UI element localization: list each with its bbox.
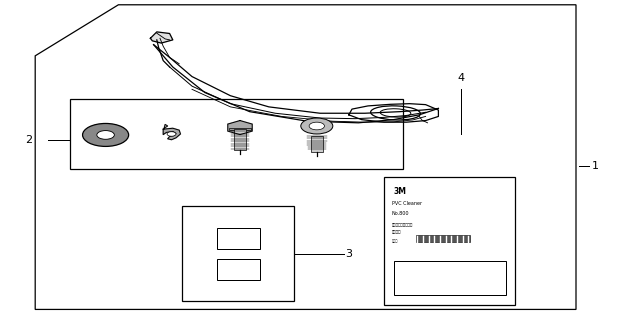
Polygon shape	[163, 128, 180, 140]
Circle shape	[167, 132, 176, 136]
Text: ください: ください	[392, 231, 401, 235]
Polygon shape	[150, 32, 173, 43]
Bar	[217, 259, 260, 280]
Text: 使用前によく振って: 使用前によく振って	[392, 223, 413, 227]
Text: ロット: ロット	[392, 239, 398, 243]
Circle shape	[83, 123, 129, 146]
Bar	[182, 206, 294, 301]
Bar	[394, 261, 506, 295]
Text: No.800: No.800	[392, 211, 409, 216]
Bar	[70, 99, 403, 169]
Circle shape	[301, 118, 333, 134]
Polygon shape	[228, 121, 252, 135]
Bar	[229, 128, 251, 130]
Bar	[416, 235, 470, 242]
Text: 4: 4	[457, 73, 465, 83]
Bar	[311, 136, 323, 152]
Text: 3M: 3M	[394, 187, 406, 196]
Bar	[217, 228, 260, 249]
Text: 1: 1	[592, 161, 599, 171]
Text: 2: 2	[25, 135, 32, 145]
Bar	[234, 129, 246, 150]
Text: PVC Cleaner: PVC Cleaner	[392, 201, 422, 206]
Circle shape	[97, 130, 115, 139]
Text: 3: 3	[346, 249, 353, 259]
Circle shape	[309, 122, 324, 130]
Bar	[384, 177, 515, 305]
Polygon shape	[164, 124, 168, 129]
